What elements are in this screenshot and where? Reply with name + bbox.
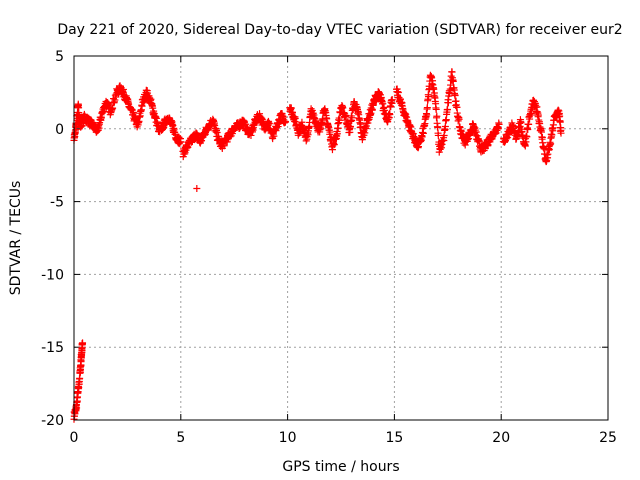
x-tick-label: 25 <box>599 430 617 446</box>
data-point <box>525 120 533 128</box>
x-tick-label: 10 <box>279 430 297 446</box>
data-point <box>394 88 402 96</box>
data-point <box>335 116 343 124</box>
data-point <box>348 114 356 122</box>
x-tick-label: 0 <box>70 430 79 446</box>
chart-title: Day 221 of 2020, Sidereal Day-to-day VTE… <box>57 22 622 38</box>
data-point <box>386 111 394 119</box>
data-point <box>419 129 427 137</box>
data-point <box>517 119 525 127</box>
data-point <box>548 131 556 139</box>
y-tick-label: -5 <box>50 195 64 211</box>
data-point <box>495 120 503 128</box>
data-point <box>472 128 480 136</box>
data-point <box>158 125 166 133</box>
y-tick-label: 0 <box>55 122 64 138</box>
data-point <box>379 100 387 108</box>
data-point <box>449 77 457 85</box>
data-point <box>330 141 338 149</box>
data-point <box>361 129 369 137</box>
data-point <box>443 105 451 113</box>
data-point <box>451 91 459 99</box>
data-point <box>177 138 185 146</box>
data-point <box>270 132 278 140</box>
y-axis-label: SDTVAR / TECUs <box>8 181 24 296</box>
data-point <box>138 102 146 110</box>
data-point <box>281 118 289 126</box>
plot-frame <box>73 55 609 421</box>
data-points <box>70 68 565 423</box>
data-point <box>326 128 334 136</box>
data-point <box>523 133 531 141</box>
data-point <box>437 144 445 152</box>
data-point <box>432 105 440 113</box>
data-point <box>465 135 473 143</box>
tick-labels: 0 5 10 15 20 25 -20 -15 -10 -5 0 5 <box>41 49 617 446</box>
data-point <box>430 85 438 93</box>
data-point <box>287 104 295 112</box>
data-point <box>368 106 376 114</box>
data-point <box>423 111 431 119</box>
data-point <box>428 74 436 82</box>
data-point <box>527 109 535 117</box>
data-point <box>79 339 87 347</box>
data-point <box>521 142 529 150</box>
data-point <box>193 184 201 192</box>
data-point <box>152 114 160 122</box>
data-point <box>119 85 127 93</box>
data-point <box>425 93 433 101</box>
x-tick-label: 5 <box>176 430 185 446</box>
data-point <box>444 99 452 107</box>
data-point <box>213 128 221 136</box>
data-point <box>334 124 342 132</box>
y-tick-label: -10 <box>41 267 64 283</box>
data-point <box>175 133 183 141</box>
x-tick-label: 15 <box>385 430 403 446</box>
data-point <box>433 112 441 120</box>
data-point <box>223 138 231 146</box>
x-tick-label: 20 <box>492 430 510 446</box>
data-point <box>339 104 347 112</box>
x-axis-label: GPS time / hours <box>282 459 399 475</box>
y-tick-label: -15 <box>41 340 64 356</box>
data-point <box>388 96 396 104</box>
y-tick-label: -20 <box>41 413 64 429</box>
data-point <box>455 115 463 123</box>
y-tick-label: 5 <box>55 49 64 65</box>
data-point <box>265 119 273 127</box>
data-point <box>557 129 565 137</box>
data-point <box>423 104 431 112</box>
data-point <box>298 118 306 126</box>
